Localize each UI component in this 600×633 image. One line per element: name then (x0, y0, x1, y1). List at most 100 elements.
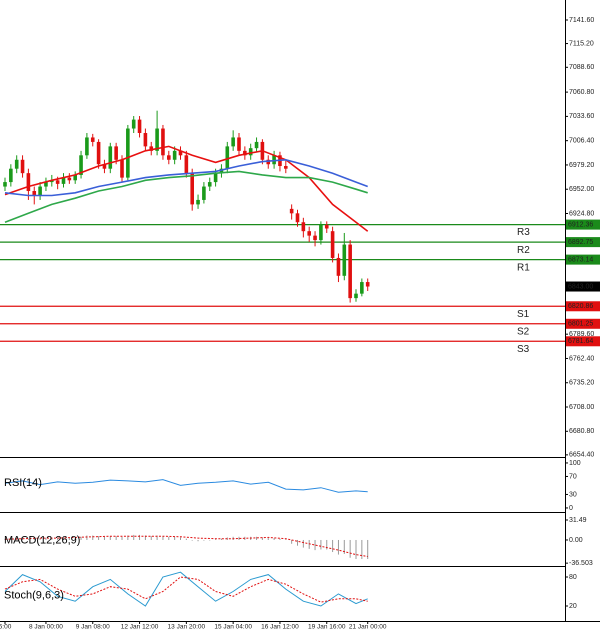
candle-body (248, 148, 253, 156)
indicator-line (4, 571, 368, 607)
candle-body (120, 159, 124, 178)
candle-body (67, 177, 72, 181)
candle-body (143, 132, 148, 147)
y-tick-label: 7006.40 (569, 138, 594, 145)
candle-body (61, 177, 66, 184)
histogram-bar (156, 535, 158, 540)
x-tick-label: 6:00 (0, 624, 12, 631)
candle-body (365, 282, 370, 287)
candle-body (137, 119, 142, 133)
y-tick-label: 6979.20 (569, 162, 594, 169)
histogram-bar (39, 538, 41, 540)
histogram-bar (191, 539, 193, 541)
histogram-bar (74, 537, 76, 540)
histogram-bar (51, 538, 53, 540)
histogram-bar (27, 538, 29, 540)
level-price-label: 6801.25 (568, 321, 593, 328)
y-tick-label: -36.503 (569, 560, 593, 567)
histogram-bar (68, 538, 70, 540)
candle-body (44, 182, 48, 187)
histogram-bar (150, 536, 152, 540)
candle-body (225, 146, 230, 169)
candle-body (202, 186, 206, 200)
candle-body (14, 159, 19, 169)
candle-body (237, 137, 241, 151)
candle-body (108, 146, 113, 169)
histogram-bar (273, 538, 275, 540)
candle-body (3, 182, 7, 187)
histogram-bar (98, 536, 100, 540)
candle-body (219, 168, 224, 174)
panel-title: RSI(14) (4, 477, 42, 489)
histogram-bar (355, 539, 357, 560)
level-price-box (566, 318, 600, 329)
histogram-bar (308, 539, 310, 549)
candle-body (207, 182, 212, 187)
histogram-bar (121, 536, 123, 540)
last-price-box (566, 281, 600, 292)
y-tick-label: 6762.40 (569, 355, 594, 362)
candle-body (342, 244, 347, 276)
candle-body (178, 150, 183, 156)
histogram-bar (174, 536, 176, 540)
candle-body (196, 199, 200, 205)
candle-body (307, 231, 311, 236)
x-tick-label: 21 Jan 00:00 (349, 624, 387, 631)
histogram-bar (139, 534, 141, 540)
candle-body (102, 164, 107, 169)
last-price-label: 6843.00 (568, 283, 593, 290)
panel-title: MACD(12,26,9) (4, 534, 80, 546)
level-price-box (566, 254, 600, 265)
histogram-bar (168, 536, 170, 540)
candle-body (284, 166, 288, 169)
histogram-bar (103, 536, 105, 540)
y-tick-label: 31.49 (569, 517, 587, 524)
level-price-label: 6781.64 (568, 338, 593, 345)
y-tick-label: 30 (569, 491, 577, 498)
x-tick-label: 16 Jan 12:00 (261, 624, 299, 631)
candle-body (289, 208, 294, 214)
candle-body (172, 150, 177, 160)
histogram-bar (332, 539, 334, 553)
histogram-bar (33, 538, 35, 540)
histogram-bar (261, 537, 263, 540)
level-name: S2 (517, 326, 530, 337)
y-tick-label: 6654.40 (569, 452, 594, 459)
histogram-bar (367, 539, 369, 560)
candle-body (38, 186, 42, 196)
histogram-bar (291, 539, 293, 544)
indicator-line (4, 170, 368, 224)
candle-body (336, 257, 341, 276)
candle-body (324, 224, 329, 229)
histogram-bar (209, 539, 211, 541)
histogram-bar (297, 539, 298, 546)
level-name: R2 (517, 245, 530, 256)
candle-body (161, 128, 165, 156)
candle-body (73, 174, 77, 181)
candle-body (354, 293, 358, 299)
level-price-label: 6820.86 (568, 303, 593, 310)
candle-body (9, 168, 13, 183)
level-name: R1 (517, 262, 530, 273)
histogram-bar (57, 538, 59, 540)
histogram-bar (133, 534, 135, 540)
candle-body (114, 146, 118, 160)
histogram-bar (238, 536, 240, 540)
candle-body (272, 155, 276, 165)
x-tick-label: 15 Jan 04:00 (214, 624, 252, 631)
candle-body (360, 282, 364, 294)
candle-body (319, 224, 323, 241)
y-tick-label: 7115.20 (569, 40, 594, 47)
histogram-bar (109, 536, 111, 540)
histogram-bar (285, 539, 287, 540)
y-tick-label: 6952.00 (569, 186, 594, 193)
y-tick-label: 6789.60 (569, 331, 594, 338)
histogram-bar (220, 538, 222, 540)
y-tick-label: 7060.80 (569, 89, 594, 96)
histogram-bar (215, 539, 217, 540)
candle-body (96, 141, 101, 165)
y-tick-label: 0.00 (569, 537, 583, 544)
y-tick-label: 6708.00 (569, 404, 594, 411)
candle-body (26, 173, 31, 192)
candle-body (184, 155, 189, 174)
